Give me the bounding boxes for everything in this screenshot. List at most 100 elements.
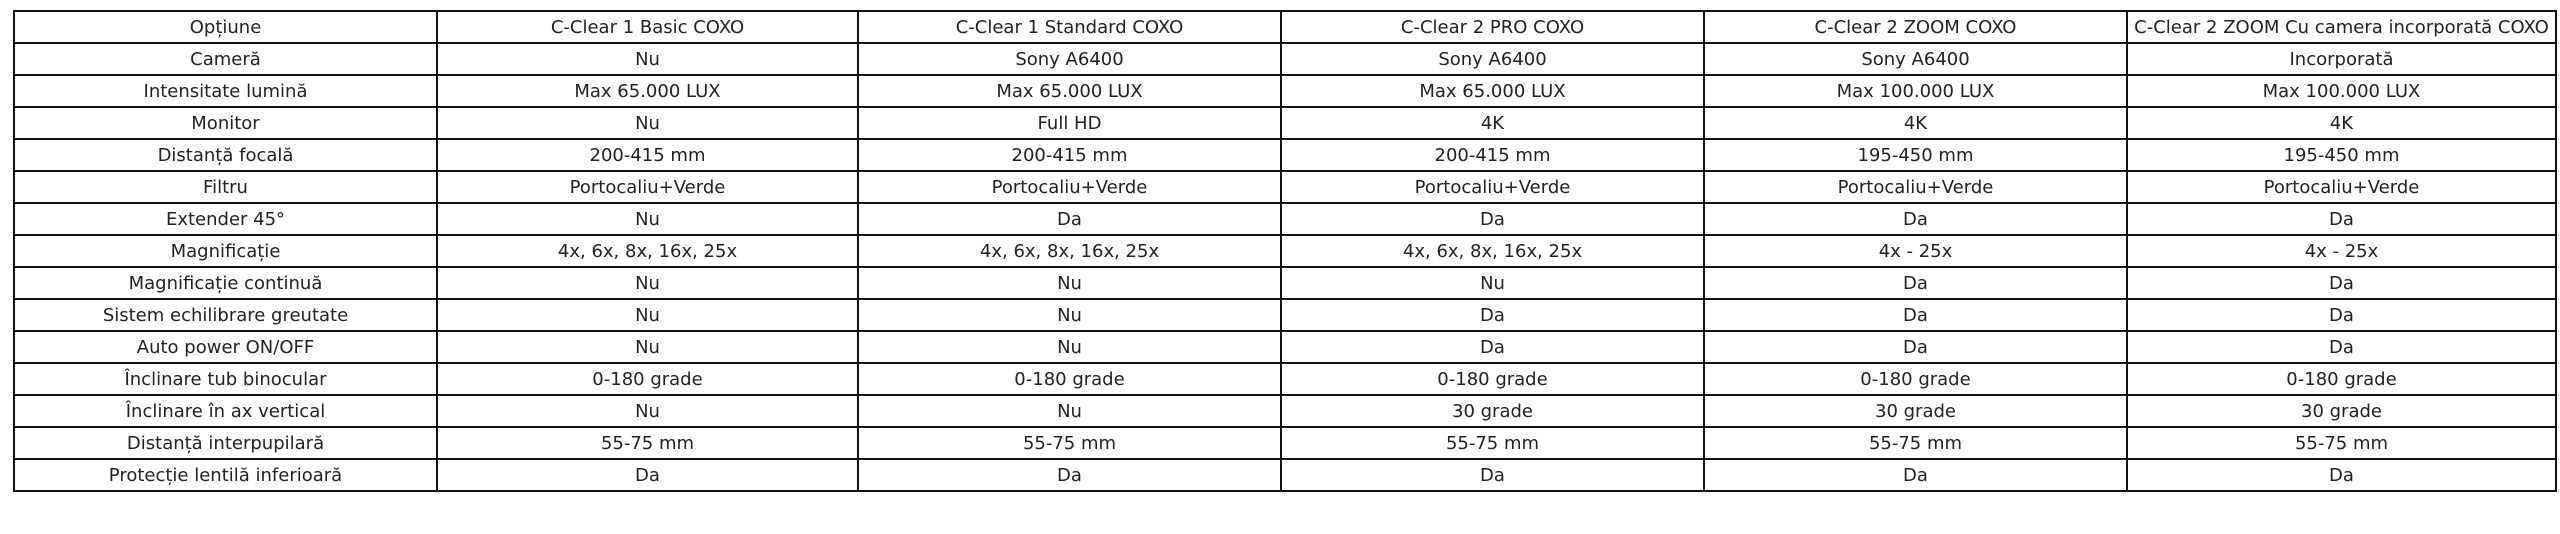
value-cell: 0-180 grade	[1703, 362, 2128, 396]
value-cell: 30 grade	[1280, 394, 1705, 428]
value-cell: 0-180 grade	[857, 362, 1282, 396]
value-cell: 195-450 mm	[2126, 138, 2557, 172]
value-cell: Nu	[857, 266, 1282, 300]
value-cell: Nu	[436, 42, 859, 76]
value-cell: Max 65.000 LUX	[857, 74, 1282, 108]
value-cell: Portocaliu+Verde	[1703, 170, 2128, 204]
value-cell: 30 grade	[2126, 394, 2557, 428]
value-cell: Da	[1280, 202, 1705, 236]
value-cell: 30 grade	[1703, 394, 2128, 428]
row-label-cell: Distanță focală	[13, 138, 438, 172]
table-row: Distanță interpupilară 55-75 mm 55-75 mm 55…	[13, 426, 2557, 460]
value-cell: Da	[2126, 266, 2557, 300]
value-cell: Nu	[436, 298, 859, 332]
table-row: Monitor Nu Full HD 4K 4K 4K	[13, 106, 2557, 140]
value-cell: C-Clear 2 PRO COXO	[1280, 10, 1705, 44]
value-cell: Incorporată	[2126, 42, 2557, 76]
value-cell: Da	[1280, 298, 1705, 332]
row-label-cell: Magnificație	[13, 234, 438, 268]
value-cell: 4x - 25x	[1703, 234, 2128, 268]
value-cell: 55-75 mm	[1703, 426, 2128, 460]
value-cell: 4x, 6x, 8x, 16x, 25x	[1280, 234, 1705, 268]
value-cell: C-Clear 1 Standard COXO	[857, 10, 1282, 44]
value-cell: Sony A6400	[1703, 42, 2128, 76]
row-label-cell: Protecție lentilă inferioară	[13, 458, 438, 492]
header-row: Opțiune C-Clear 1 Basic COXO C-Clear 1 Sta…	[13, 10, 2557, 44]
value-cell: 55-75 mm	[436, 426, 859, 460]
value-cell: C-Clear 2 ZOOM COXO	[1703, 10, 2128, 44]
value-cell: 195-450 mm	[1703, 138, 2128, 172]
value-cell: Nu	[436, 106, 859, 140]
value-cell: 4K	[1280, 106, 1705, 140]
value-cell: C-Clear 2 ZOOM Cu camera incorporată COX…	[2126, 10, 2557, 44]
value-cell: Max 65.000 LUX	[436, 74, 859, 108]
value-cell: 4K	[2126, 106, 2557, 140]
value-cell: Nu	[436, 202, 859, 236]
value-cell: Da	[1280, 458, 1705, 492]
value-cell: Portocaliu+Verde	[1280, 170, 1705, 204]
value-cell: 0-180 grade	[436, 362, 859, 396]
value-cell: 4x, 6x, 8x, 16x, 25x	[857, 234, 1282, 268]
value-cell: Da	[1703, 266, 2128, 300]
table-row: Intensitate lumină Max 65.000 LUX Max 65.0…	[13, 74, 2557, 108]
table-row: Auto power ON/OFF Nu Nu Da Da Da	[13, 330, 2557, 364]
value-cell: Portocaliu+Verde	[857, 170, 1282, 204]
row-label-cell: Distanță interpupilară	[13, 426, 438, 460]
row-label-cell: Magnificație continuă	[13, 266, 438, 300]
table-row: Magnificație continuă Nu Nu Nu Da Da	[13, 266, 2557, 300]
table-row: Înclinare tub binocular 0-180 grade 0-180 …	[13, 362, 2557, 396]
table-row: Filtru Portocaliu+Verde Portocaliu+Verde Po…	[13, 170, 2557, 204]
value-cell: Nu	[857, 394, 1282, 428]
value-cell: Da	[2126, 330, 2557, 364]
row-label-cell: Înclinare tub binocular	[13, 362, 438, 396]
table-row: Magnificație 4x, 6x, 8x, 16x, 25x 4x, 6x, …	[13, 234, 2557, 268]
value-cell: 0-180 grade	[1280, 362, 1705, 396]
value-cell: Nu	[436, 330, 859, 364]
row-label-cell: Extender 45°	[13, 202, 438, 236]
value-cell: Da	[1280, 330, 1705, 364]
value-cell: 55-75 mm	[857, 426, 1282, 460]
value-cell: 4K	[1703, 106, 2128, 140]
value-cell: Nu	[436, 394, 859, 428]
value-cell: C-Clear 1 Basic COXO	[436, 10, 859, 44]
value-cell: 200-415 mm	[436, 138, 859, 172]
value-cell: Nu	[857, 330, 1282, 364]
row-label-cell: Opțiune	[13, 10, 438, 44]
value-cell: 0-180 grade	[2126, 362, 2557, 396]
value-cell: Max 65.000 LUX	[1280, 74, 1705, 108]
value-cell: Full HD	[857, 106, 1282, 140]
value-cell: Portocaliu+Verde	[436, 170, 859, 204]
value-cell: Da	[2126, 202, 2557, 236]
value-cell: Da	[1703, 298, 2128, 332]
value-cell: Nu	[857, 298, 1282, 332]
value-cell: Da	[1703, 458, 2128, 492]
value-cell: Da	[436, 458, 859, 492]
value-cell: 4x - 25x	[2126, 234, 2557, 268]
table-row: Înclinare în ax vertical Nu Nu 30 grade 30 g…	[13, 394, 2557, 428]
value-cell: Nu	[1280, 266, 1705, 300]
value-cell: Sony A6400	[857, 42, 1282, 76]
value-cell: Sony A6400	[1280, 42, 1705, 76]
value-cell: Max 100.000 LUX	[1703, 74, 2128, 108]
value-cell: Da	[2126, 458, 2557, 492]
comparison-table: Opțiune C-Clear 1 Basic COXO C-Clear 1 Sta…	[13, 10, 2557, 492]
value-cell: Max 100.000 LUX	[2126, 74, 2557, 108]
table-row: Protecție lentilă inferioară Da Da Da Da Da	[13, 458, 2557, 492]
value-cell: Da	[1703, 330, 2128, 364]
value-cell: 55-75 mm	[1280, 426, 1705, 460]
value-cell: Da	[1703, 202, 2128, 236]
row-label-cell: Cameră	[13, 42, 438, 76]
value-cell: Da	[857, 458, 1282, 492]
row-label-cell: Sistem echilibrare greutate	[13, 298, 438, 332]
value-cell: 55-75 mm	[2126, 426, 2557, 460]
value-cell: Nu	[436, 266, 859, 300]
table-row: Extender 45° Nu Da Da Da Da	[13, 202, 2557, 236]
table-row: Sistem echilibrare greutate Nu Nu Da Da Da	[13, 298, 2557, 332]
table-row: Cameră Nu Sony A6400 Sony A6400 Sony A6400 In…	[13, 42, 2557, 76]
row-label-cell: Monitor	[13, 106, 438, 140]
row-label-cell: Intensitate lumină	[13, 74, 438, 108]
value-cell: Portocaliu+Verde	[2126, 170, 2557, 204]
value-cell: 200-415 mm	[1280, 138, 1705, 172]
row-label-cell: Filtru	[13, 170, 438, 204]
value-cell: 200-415 mm	[857, 138, 1282, 172]
